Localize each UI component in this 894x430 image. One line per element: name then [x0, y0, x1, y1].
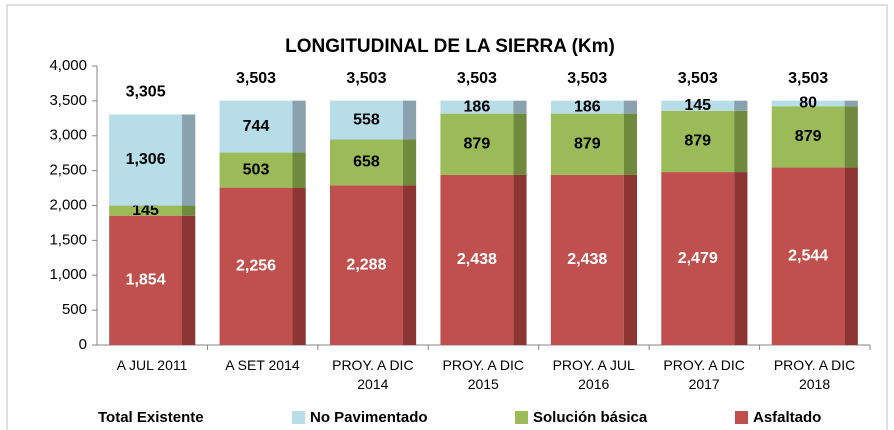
bar-segment-side [513, 113, 527, 175]
bar-segment [440, 174, 514, 345]
bar-segment-side [513, 100, 527, 114]
bar-segment [219, 100, 293, 153]
total-label: 3,503 [567, 70, 607, 87]
data-label: 558 [353, 111, 380, 128]
bar-segment-side [734, 100, 748, 111]
bar-segment [109, 205, 183, 216]
data-label: 879 [464, 136, 491, 153]
legend-label: Asfaltado [753, 409, 821, 426]
data-label: 1,306 [126, 151, 166, 168]
bar-segment [661, 110, 735, 173]
bar-segment [109, 215, 183, 345]
legend-swatch [735, 411, 748, 424]
bar-segment [219, 187, 293, 345]
data-label: 186 [464, 98, 491, 115]
bar-segment [330, 139, 403, 186]
total-label: 3,503 [346, 70, 386, 87]
y-tick-label: 1,000 [49, 266, 87, 283]
y-tick-label: 500 [62, 301, 87, 318]
data-label: 2,544 [788, 247, 828, 264]
x-tick-label: A JUL 2011 [116, 357, 188, 373]
bar-segment-side [734, 110, 748, 173]
y-tick-label: 3,000 [49, 127, 87, 144]
bar-segment [771, 106, 845, 168]
bar-segment [771, 167, 845, 345]
bar-segment [550, 113, 624, 175]
data-label: 145 [684, 97, 711, 114]
x-tick-label: PROY. A DIC 2014 [332, 357, 414, 392]
y-tick-label: 2,000 [49, 196, 87, 213]
bar-segment-side [402, 139, 417, 186]
bar-segment-side [623, 174, 637, 345]
data-label: 879 [795, 128, 822, 145]
bar-segment [550, 100, 624, 114]
bar-segment-side [623, 113, 637, 175]
bar-segment [550, 174, 624, 345]
legend-label: Solución básica [533, 409, 648, 426]
bar-segment [330, 185, 403, 345]
chart-title: LONGITUDINAL DE LA SIERRA (Km) [285, 36, 615, 57]
total-label: 3,503 [457, 70, 497, 87]
data-label: 658 [353, 154, 380, 171]
chart-frame [6, 4, 888, 430]
bar-segment-side [182, 114, 196, 206]
y-tick-label: 0 [79, 336, 87, 353]
bar-segment [440, 100, 514, 114]
bar-segment-side [182, 215, 196, 345]
bar-segment-side [292, 152, 306, 188]
x-tick-label: A SET 2014 [225, 357, 300, 373]
y-tick-label: 3,500 [49, 92, 87, 109]
data-label: 145 [132, 202, 159, 219]
x-tick-label: PROY. A DIC 2015 [442, 357, 524, 392]
bar-segment-side [844, 167, 858, 345]
x-tick-label: PROY. A DIC 2018 [773, 357, 856, 392]
total-label: 3,503 [678, 70, 718, 87]
data-label: 744 [243, 118, 270, 135]
bar-segment [219, 152, 293, 188]
bar-segment-side [734, 172, 748, 345]
bar-segment-side [292, 100, 306, 153]
total-label: 3,503 [788, 70, 828, 87]
data-label: 2,438 [567, 251, 607, 268]
bar-segment [440, 113, 514, 175]
data-label: 80 [799, 95, 817, 112]
data-label: 879 [574, 136, 601, 153]
data-label: 879 [684, 133, 711, 150]
data-label: 186 [574, 98, 601, 115]
bar-segment [771, 100, 845, 107]
bar-segment-side [844, 106, 858, 168]
data-label: 2,256 [236, 258, 276, 275]
legend-label: Total Existente [98, 409, 204, 426]
bar-segment-side [623, 100, 637, 114]
y-tick-label: 2,500 [49, 162, 87, 179]
y-tick-label: 1,500 [49, 231, 87, 248]
total-label: 3,305 [126, 84, 166, 101]
bar-segment [109, 114, 183, 206]
data-label: 2,288 [346, 256, 386, 273]
bar-segment-side [844, 100, 858, 107]
bar-segment-side [513, 174, 527, 345]
bar-segment-side [402, 185, 417, 345]
legend-label: No Pavimentado [310, 409, 428, 426]
bar-segment-side [292, 187, 306, 345]
bar-segment [661, 172, 735, 345]
x-tick-label: PROY. A DIC 2017 [663, 357, 745, 392]
bar-segment [661, 100, 735, 111]
y-tick-label: 4,000 [49, 57, 87, 74]
data-label: 2,438 [457, 251, 497, 268]
data-label: 2,479 [678, 250, 718, 267]
legend-swatch [515, 411, 528, 424]
bar-segment-side [182, 205, 196, 216]
total-label: 3,503 [236, 70, 276, 87]
x-tick-label: PROY. A JUL 2016 [552, 357, 635, 392]
legend-swatch [292, 411, 305, 424]
data-label: 503 [243, 161, 270, 178]
bar-segment-side [402, 100, 417, 140]
data-label: 1,854 [126, 272, 166, 289]
bar-segment [330, 100, 403, 140]
